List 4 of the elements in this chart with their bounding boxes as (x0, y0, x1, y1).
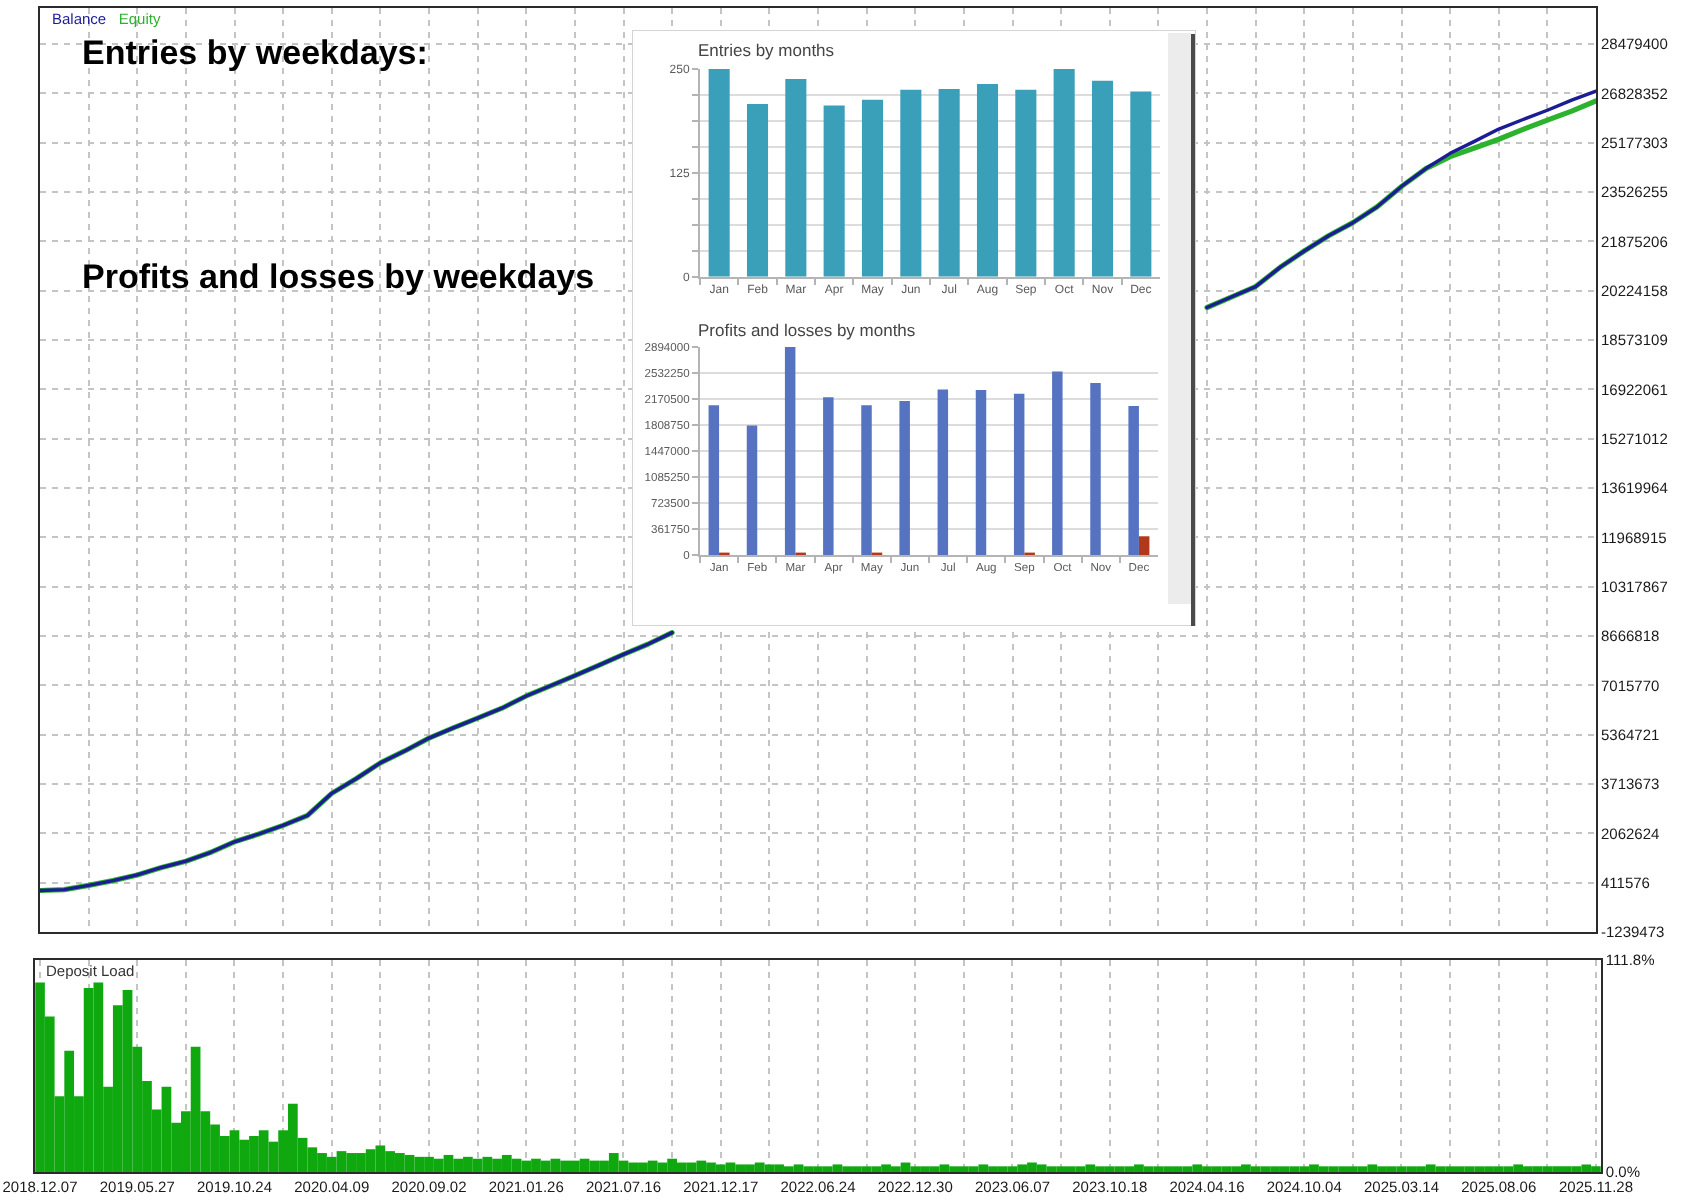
annotation: Profits and losses by weekdays (82, 258, 595, 296)
annotation: Entries by weekdays: (82, 34, 428, 72)
chart-title: Profits and losses by months (698, 320, 916, 340)
chart-title: Entries by months (698, 40, 835, 60)
